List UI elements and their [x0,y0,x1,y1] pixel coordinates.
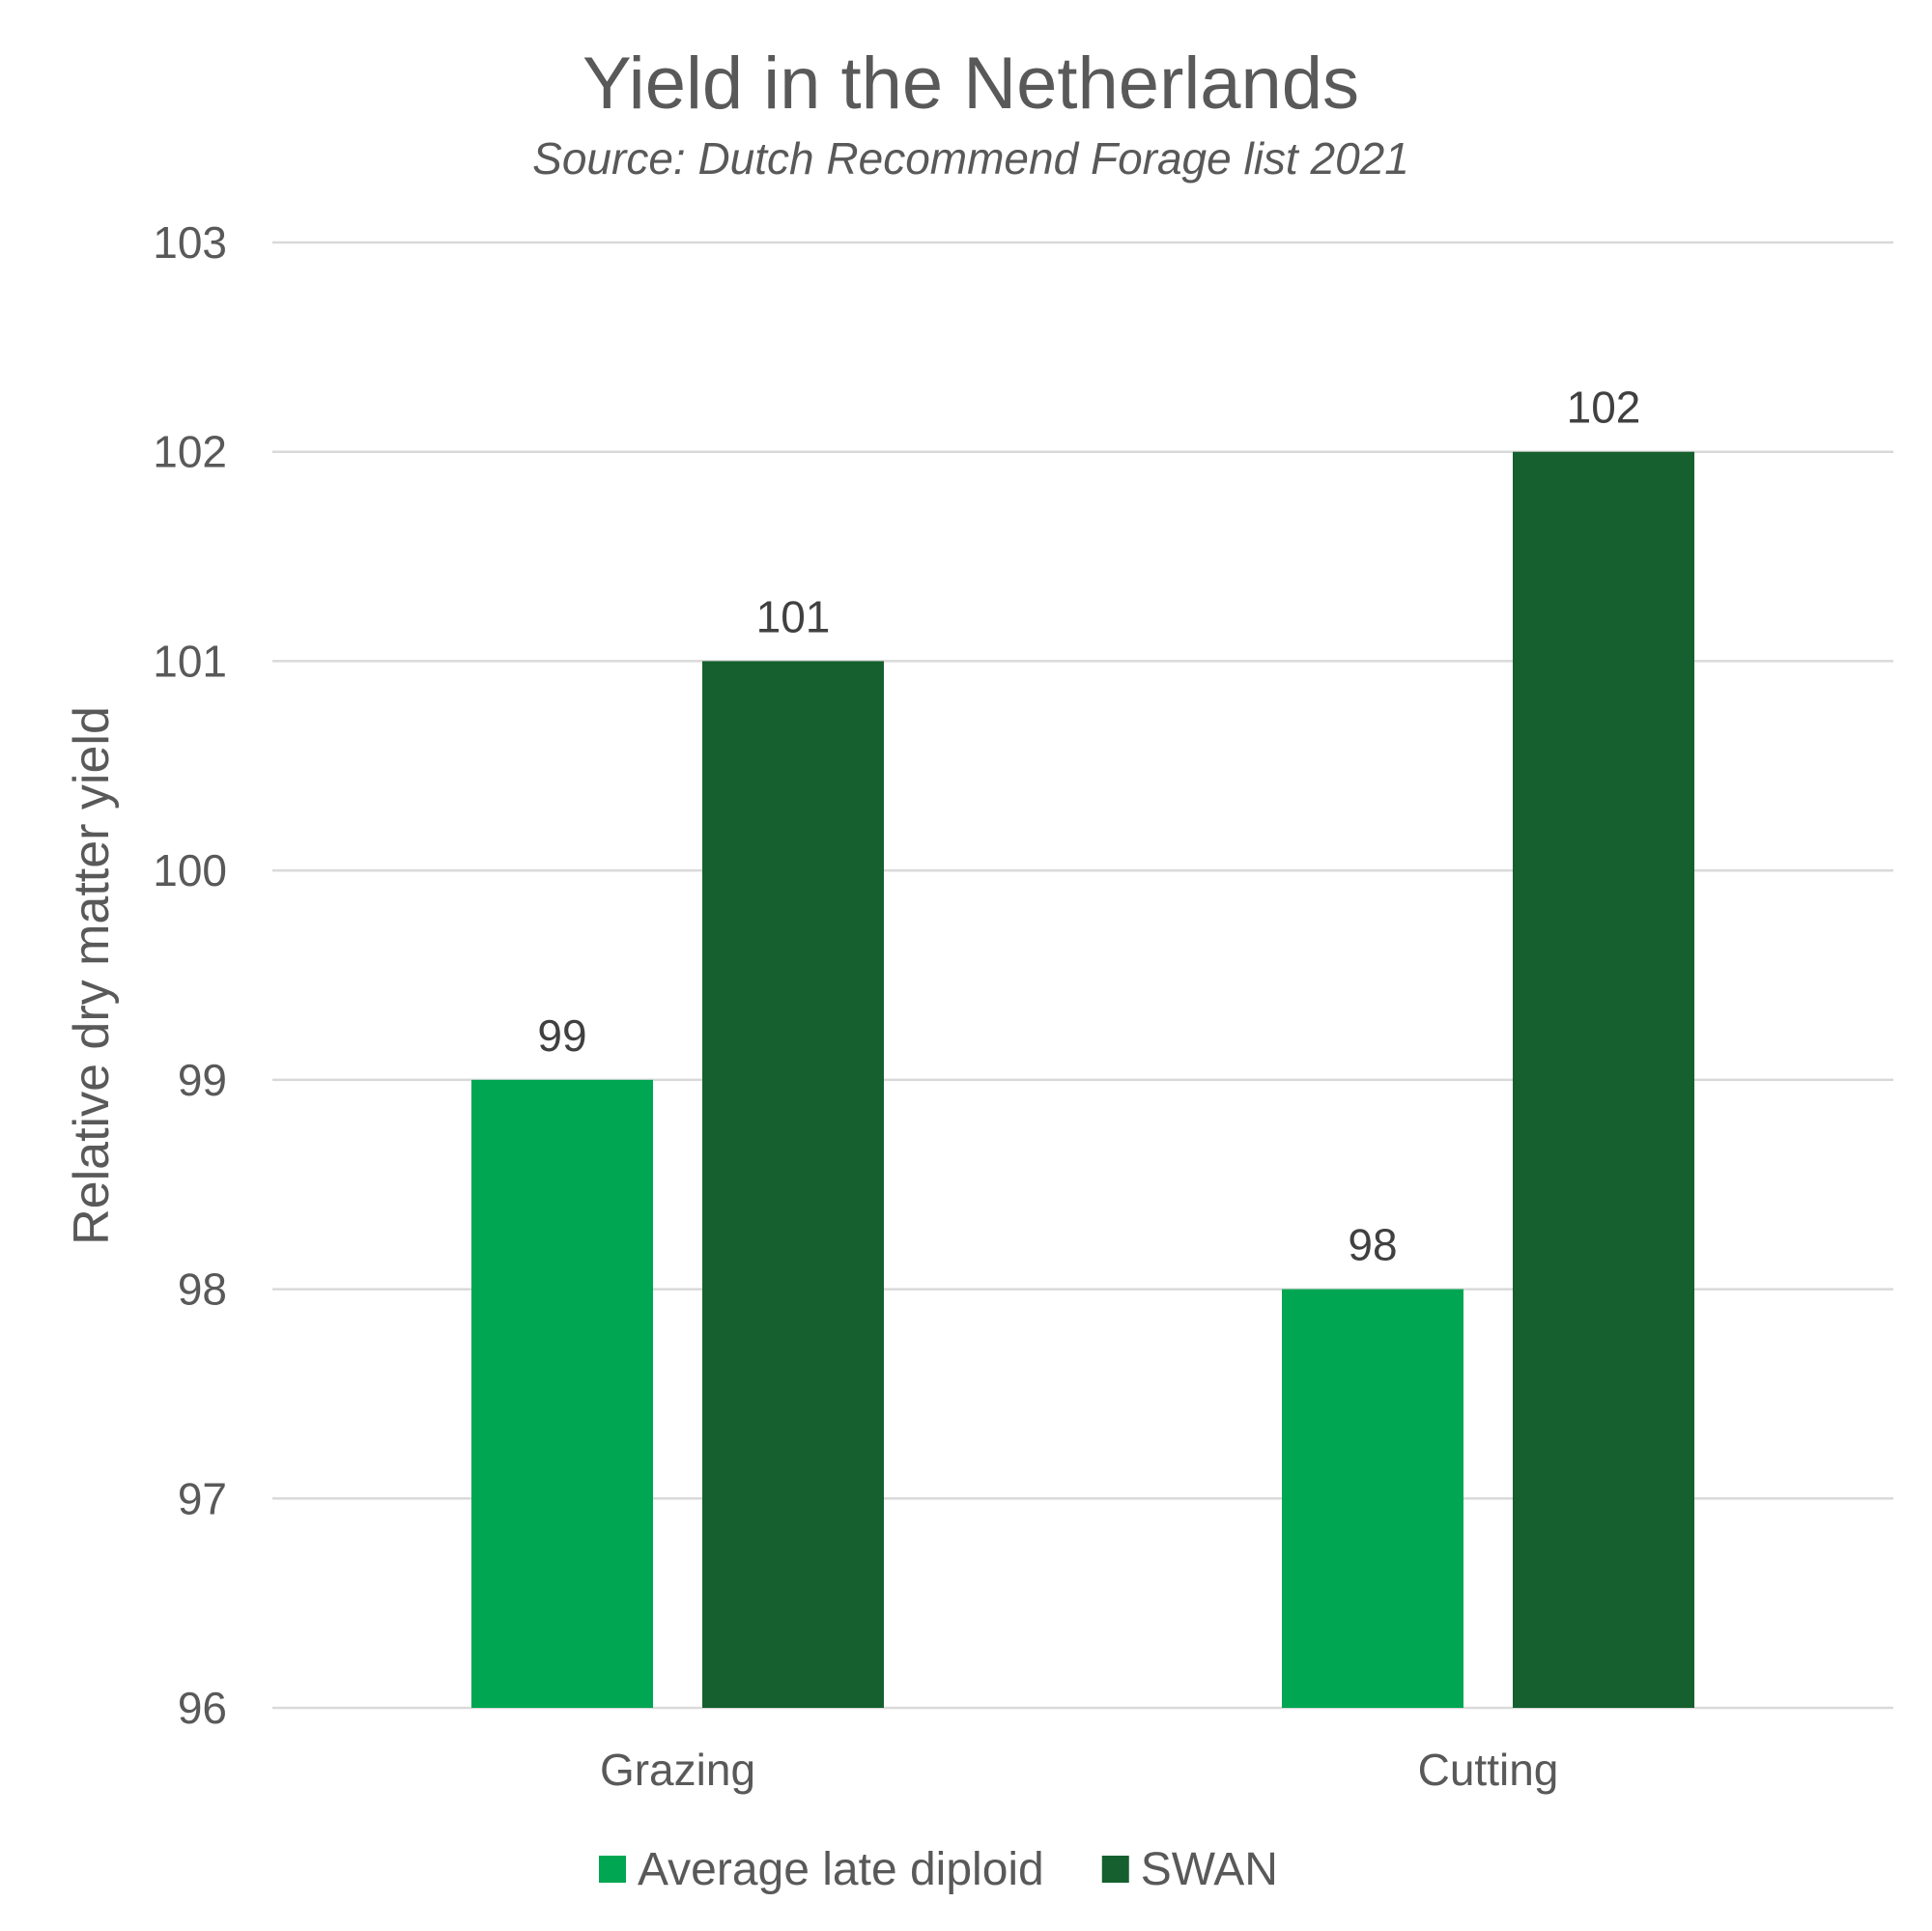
y-tick-label: 99 [178,1055,227,1105]
legend-label: Average late diploid [638,1844,1044,1895]
data-label: 101 [756,591,831,641]
data-label: 98 [1348,1220,1397,1270]
bar-cutting-0 [1282,1289,1463,1708]
y-tick-label: 100 [153,845,227,895]
y-axis-label: Relative dry matter yield [64,706,120,1245]
bar-grazing-0 [471,1079,653,1708]
y-tick-label: 103 [153,217,227,268]
bar-grazing-1 [702,661,884,1708]
chart-title: Yield in the Netherlands [582,43,1359,125]
y-tick-label: 101 [153,636,227,686]
bar-cutting-1 [1513,451,1694,1708]
legend-label: SWAN [1141,1844,1278,1895]
chart-subtitle: Source: Dutch Recommend Forage list 2021 [532,133,1409,184]
y-tick-label: 97 [178,1473,227,1523]
y-tick-label: 96 [178,1683,227,1733]
x-tick-label: Grazing [600,1745,755,1795]
legend-swatch [1101,1856,1129,1883]
y-tick-label: 102 [153,427,227,477]
data-label: 102 [1567,383,1641,433]
data-label: 99 [537,1010,586,1061]
legend-swatch [599,1856,626,1883]
y-tick-label: 98 [178,1264,227,1315]
x-tick-label: Cutting [1418,1745,1559,1795]
